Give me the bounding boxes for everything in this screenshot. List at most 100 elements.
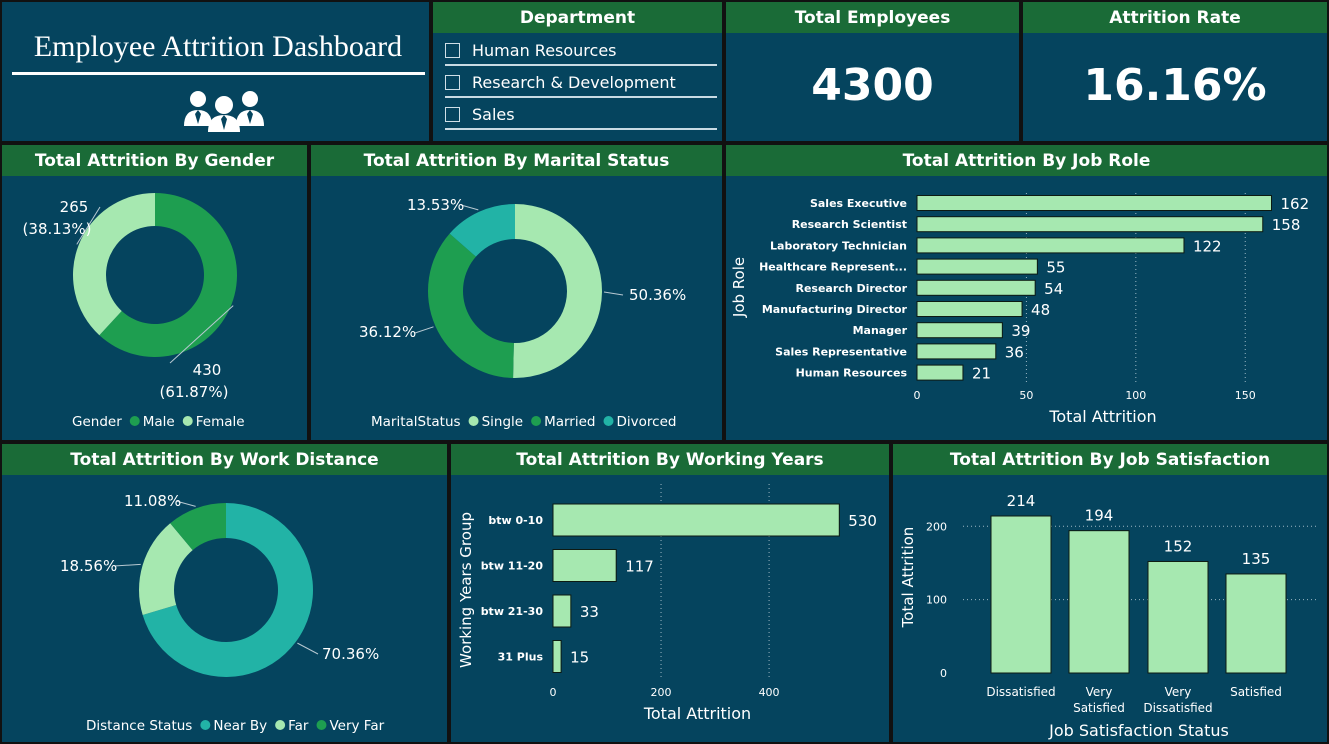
- category-label: 31 Plus: [498, 651, 544, 664]
- legend-marker: [182, 416, 193, 426]
- category-label: Research Director: [795, 282, 907, 295]
- bar-value-label: 15: [570, 649, 589, 667]
- donut-slice-female: [72, 193, 155, 336]
- title-underline: [12, 72, 425, 75]
- legend-item: Female: [196, 414, 245, 430]
- data-label-percent: (61.87%): [160, 383, 229, 401]
- slicer-label: Human Resources: [472, 40, 617, 60]
- total-employees-card: Total Employees 4300: [724, 0, 1021, 143]
- chart-title: Total Attrition By Work Distance: [2, 444, 447, 475]
- tick-label: 50: [1019, 389, 1033, 402]
- bar-value-label: 135: [1242, 550, 1271, 568]
- checkbox[interactable]: [445, 74, 460, 90]
- y-axis-title: Working Years Group: [457, 512, 475, 668]
- category-label: Satisfied: [1073, 701, 1125, 715]
- slicer-label: Sales: [472, 104, 515, 124]
- leader-line: [76, 206, 101, 245]
- satisfaction-bar-chart: 0 100 200 214 Dissatisfied 194 Very Satisfied 15…: [899, 492, 1319, 740]
- slicer-item-sales[interactable]: Sales: [445, 100, 717, 130]
- leader-line: [113, 563, 141, 567]
- chart-title: Total Attrition By Job Role: [726, 145, 1327, 176]
- legend-marker: [468, 416, 479, 426]
- department-header: Department: [433, 2, 722, 33]
- tick-label: 100: [1125, 389, 1146, 402]
- bar: [916, 237, 1185, 254]
- distance-chart-panel: Total Attrition By Work Distance 70.36% 1…: [0, 442, 449, 744]
- tick-label: 0: [550, 686, 557, 699]
- bar-value-label: 152: [1164, 537, 1193, 555]
- bar: [916, 322, 1003, 339]
- years-bar-chart: 0 200 400 btw 0-10 530 btw 11-20 117 btw 21-30 3…: [457, 484, 877, 723]
- data-label: 265: [60, 198, 89, 216]
- legend-marker: [531, 416, 542, 426]
- legend-marker: [275, 720, 286, 730]
- tick-label: 200: [651, 686, 672, 699]
- slicer-item-research-development[interactable]: Research & Development: [445, 68, 717, 98]
- data-label: 70.36%: [322, 645, 379, 663]
- tick-label: 200: [926, 520, 947, 533]
- donut-slice-divorced: [449, 204, 515, 257]
- gender-donut-chart: 430 (61.87%) 265 (38.13%) Gender Male Female: [23, 193, 245, 430]
- bar-value-label: 214: [1007, 492, 1036, 510]
- attrition-rate-card: Attrition Rate 16.16%: [1021, 0, 1329, 143]
- category-label: Laboratory Technician: [770, 239, 907, 252]
- x-axis-title: Total Attrition: [1048, 407, 1156, 426]
- bar: [1225, 573, 1287, 674]
- title-panel: Employee Attrition Dashboard: [0, 0, 431, 143]
- legend-title: Distance Status: [86, 718, 192, 734]
- donut-slice-very-far: [170, 503, 226, 551]
- data-label: 50.36%: [629, 286, 686, 304]
- checkbox[interactable]: [445, 106, 460, 122]
- attrition-rate-value: 16.16%: [1083, 60, 1267, 111]
- x-axis-title: Total Attrition: [643, 704, 751, 723]
- donut-slice-single: [513, 204, 602, 378]
- y-axis-title: Job Role: [730, 257, 748, 318]
- bar-value-label: 36: [1005, 343, 1024, 361]
- bar: [916, 279, 1036, 296]
- y-axis-title: Total Attrition: [899, 527, 917, 629]
- slicer-item-human-resources[interactable]: Human Resources: [445, 36, 717, 66]
- legend-marker: [316, 720, 327, 730]
- total-employees-value: 4300: [811, 60, 934, 111]
- bar: [552, 640, 562, 673]
- legend-item: Divorced: [617, 414, 677, 430]
- data-label: 13.53%: [407, 196, 464, 214]
- data-label-percent: (38.13%): [23, 220, 92, 238]
- jobrole-chart-panel: Total Attrition By Job Role 0 50 100 150 Sal…: [724, 143, 1329, 442]
- tick-label: 0: [914, 389, 921, 402]
- bar: [916, 301, 1023, 317]
- department-slicer: Department Human Resources Research & De…: [431, 0, 724, 143]
- legend-marker: [603, 416, 614, 426]
- bar-value-label: 122: [1193, 237, 1222, 255]
- checkbox[interactable]: [445, 42, 460, 58]
- category-label: Healthcare Represent...: [759, 261, 907, 274]
- bar-value-label: 33: [580, 603, 599, 621]
- category-label: Very: [1165, 685, 1192, 699]
- leader-line: [603, 291, 624, 296]
- bar: [916, 343, 997, 360]
- bar: [552, 594, 572, 628]
- bar-value-label: 117: [625, 558, 654, 576]
- total-employees-header: Total Employees: [726, 2, 1019, 33]
- tick-label: 150: [1235, 389, 1256, 402]
- tick-label: 100: [926, 594, 947, 607]
- bar-value-label: 21: [972, 365, 991, 383]
- legend-item: Married: [544, 414, 595, 430]
- leader-line: [297, 642, 319, 655]
- category-label: Sales Executive: [810, 197, 907, 210]
- legend-marker: [200, 720, 211, 730]
- legend-item: Far: [288, 718, 309, 734]
- category-label: btw 21-30: [481, 605, 544, 618]
- leader-line: [460, 204, 479, 211]
- bar: [916, 216, 1264, 233]
- jobrole-bar-chart: 0 50 100 150 Sales Executive 162 Research Scie…: [730, 193, 1309, 426]
- legend-item: Very Far: [329, 718, 384, 734]
- data-label: 36.12%: [359, 323, 416, 341]
- data-label: 18.56%: [60, 557, 117, 575]
- legend-title: MaritalStatus: [371, 414, 461, 430]
- category-label: Satisfied: [1230, 685, 1282, 699]
- slicer-label: Research & Development: [472, 72, 676, 92]
- category-label: Manager: [853, 324, 908, 337]
- bar-value-label: 530: [848, 512, 877, 530]
- legend-title: Gender: [72, 414, 122, 430]
